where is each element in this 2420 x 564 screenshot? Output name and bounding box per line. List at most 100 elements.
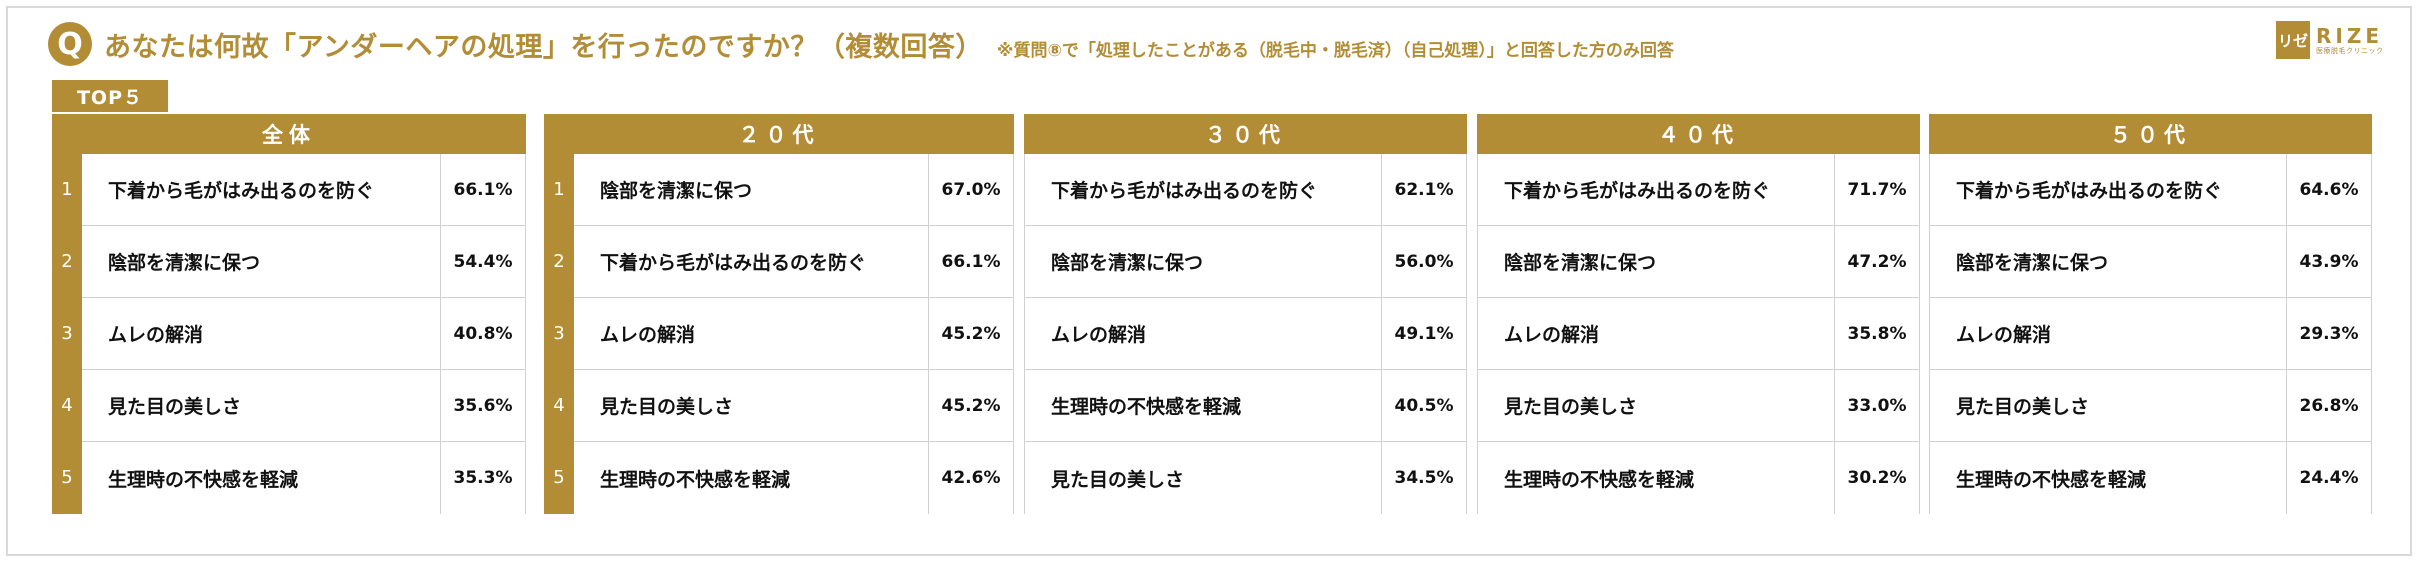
percentage-value: 66.1% [441, 154, 526, 226]
reason-label: 陰部を清潔に保つ [574, 154, 929, 226]
ranking-table: ２０代 1 陰部を清潔に保つ 67.0% 2 下着から毛がはみ出るのを防ぐ 66.1% 3 ムレ… [544, 114, 1014, 514]
table-header: ２０代 [544, 114, 1014, 154]
reason-label: 陰部を清潔に保つ [1929, 226, 2287, 298]
table-row: 3 ムレの解消 40.8% [52, 298, 526, 370]
rank-number: 5 [544, 442, 574, 514]
percentage-value: 71.7% [1835, 154, 1920, 226]
reason-label: 見た目の美しさ [574, 370, 929, 442]
percentage-value: 45.2% [929, 298, 1014, 370]
header: Q あなたは何故「アンダーヘアの処理」を行ったのですか？（複数回答） ※質問⑧で… [48, 18, 1674, 70]
percentage-value: 35.8% [1835, 298, 1920, 370]
rank-number: 3 [52, 298, 82, 370]
percentage-value: 29.3% [2287, 298, 2372, 370]
table-row: 2 陰部を清潔に保つ 54.4% [52, 226, 526, 298]
table-header: ３０代 [1024, 114, 1467, 154]
rank-number: 4 [544, 370, 574, 442]
table-row: 陰部を清潔に保つ 47.2% [1477, 226, 1920, 298]
table-row: 5 生理時の不快感を軽減 35.3% [52, 442, 526, 514]
rank-number: 1 [544, 154, 574, 226]
reason-label: 下着から毛がはみ出るのを防ぐ [1477, 154, 1835, 226]
rank-number: 4 [52, 370, 82, 442]
percentage-value: 35.6% [441, 370, 526, 442]
question-badge: Q [48, 22, 92, 66]
table-row: 1 下着から毛がはみ出るのを防ぐ 66.1% [52, 154, 526, 226]
ranking-table: ５０代 下着から毛がはみ出るのを防ぐ 64.6% 陰部を清潔に保つ 43.9% ムレの解消… [1929, 114, 2372, 514]
reason-label: 下着から毛がはみ出るのを防ぐ [1929, 154, 2287, 226]
reason-label: 生理時の不快感を軽減 [574, 442, 929, 514]
top5-tag: TOP５ [52, 80, 168, 112]
percentage-value: 49.1% [1382, 298, 1467, 370]
percentage-value: 30.2% [1835, 442, 1920, 514]
reason-label: 陰部を清潔に保つ [1024, 226, 1382, 298]
rank-number: 1 [52, 154, 82, 226]
table-row: 陰部を清潔に保つ 43.9% [1929, 226, 2372, 298]
logo-subtitle: 医療脱毛クリニック [2316, 46, 2384, 55]
reason-label: ムレの解消 [1929, 298, 2287, 370]
reason-label: 下着から毛がはみ出るのを防ぐ [82, 154, 441, 226]
table-row: ムレの解消 49.1% [1024, 298, 1467, 370]
reason-label: ムレの解消 [82, 298, 441, 370]
reason-label: 陰部を清潔に保つ [1477, 226, 1835, 298]
percentage-value: 56.0% [1382, 226, 1467, 298]
table-header: 全体 [52, 114, 526, 154]
percentage-value: 33.0% [1835, 370, 1920, 442]
reason-label: 見た目の美しさ [82, 370, 441, 442]
figure-frame [6, 6, 2412, 556]
reason-label: ムレの解消 [1477, 298, 1835, 370]
percentage-value: 66.1% [929, 226, 1014, 298]
table-row: 下着から毛がはみ出るのを防ぐ 62.1% [1024, 154, 1467, 226]
reason-label: 生理時の不快感を軽減 [1024, 370, 1382, 442]
percentage-value: 45.2% [929, 370, 1014, 442]
percentage-value: 64.6% [2287, 154, 2372, 226]
table-row: 見た目の美しさ 26.8% [1929, 370, 2372, 442]
percentage-value: 40.8% [441, 298, 526, 370]
rank-number: 5 [52, 442, 82, 514]
percentage-value: 34.5% [1382, 442, 1467, 514]
percentage-value: 35.3% [441, 442, 526, 514]
rank-number: 2 [544, 226, 574, 298]
reason-label: 見た目の美しさ [1477, 370, 1835, 442]
percentage-value: 67.0% [929, 154, 1014, 226]
logo-mark-icon: リゼ [2276, 21, 2310, 59]
rize-logo: リゼ RIZE 医療脱毛クリニック [2276, 20, 2388, 60]
table-row: 下着から毛がはみ出るのを防ぐ 64.6% [1929, 154, 2372, 226]
table-row: ムレの解消 29.3% [1929, 298, 2372, 370]
table-header: ５０代 [1929, 114, 2372, 154]
table-row: 2 下着から毛がはみ出るのを防ぐ 66.1% [544, 226, 1014, 298]
ranking-table: 全体 1 下着から毛がはみ出るのを防ぐ 66.1% 2 陰部を清潔に保つ 54.4% 3 ムレの… [52, 114, 526, 514]
reason-label: ムレの解消 [574, 298, 929, 370]
table-row: 見た目の美しさ 33.0% [1477, 370, 1920, 442]
reason-label: 生理時の不快感を軽減 [1477, 442, 1835, 514]
question-note: ※質問⑧で「処理したことがある（脱毛中・脱毛済）（自己処理）」と回答した方のみ回… [996, 40, 1674, 61]
percentage-value: 26.8% [2287, 370, 2372, 442]
reason-label: 見た目の美しさ [1024, 442, 1382, 514]
rank-number: 2 [52, 226, 82, 298]
question-title: あなたは何故「アンダーヘアの処理」を行ったのですか？（複数回答） [104, 31, 983, 63]
table-row: 見た目の美しさ 34.5% [1024, 442, 1467, 514]
reason-label: 生理時の不快感を軽減 [82, 442, 441, 514]
table-row: 生理時の不快感を軽減 30.2% [1477, 442, 1920, 514]
table-header: ４０代 [1477, 114, 1920, 154]
percentage-value: 54.4% [441, 226, 526, 298]
percentage-value: 42.6% [929, 442, 1014, 514]
percentage-value: 62.1% [1382, 154, 1467, 226]
percentage-value: 47.2% [1835, 226, 1920, 298]
table-row: 4 見た目の美しさ 35.6% [52, 370, 526, 442]
percentage-value: 40.5% [1382, 370, 1467, 442]
rank-number: 3 [544, 298, 574, 370]
reason-label: ムレの解消 [1024, 298, 1382, 370]
table-row: 1 陰部を清潔に保つ 67.0% [544, 154, 1014, 226]
reason-label: 見た目の美しさ [1929, 370, 2287, 442]
table-row: 3 ムレの解消 45.2% [544, 298, 1014, 370]
percentage-value: 43.9% [2287, 226, 2372, 298]
table-row: 生理時の不快感を軽減 24.4% [1929, 442, 2372, 514]
ranking-table: ３０代 下着から毛がはみ出るのを防ぐ 62.1% 陰部を清潔に保つ 56.0% ムレの解消… [1024, 114, 1467, 514]
reason-label: 生理時の不快感を軽減 [1929, 442, 2287, 514]
table-row: 下着から毛がはみ出るのを防ぐ 71.7% [1477, 154, 1920, 226]
logo-word: RIZE [2316, 23, 2384, 48]
reason-label: 下着から毛がはみ出るのを防ぐ [574, 226, 929, 298]
reason-label: 下着から毛がはみ出るのを防ぐ [1024, 154, 1382, 226]
table-row: 4 見た目の美しさ 45.2% [544, 370, 1014, 442]
percentage-value: 24.4% [2287, 442, 2372, 514]
reason-label: 陰部を清潔に保つ [82, 226, 441, 298]
